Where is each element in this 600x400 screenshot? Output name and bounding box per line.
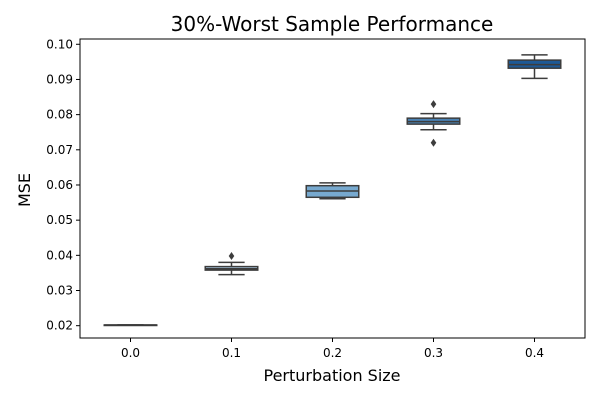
y-tick-label: 0.03 — [46, 284, 73, 298]
box-group-0.4 — [507, 54, 562, 80]
y-tick-label: 0.02 — [46, 319, 73, 333]
y-tick-label: 0.04 — [46, 248, 73, 262]
x-axis-ticks: 0.0 0.1 0.2 0.3 0.4 — [121, 338, 544, 360]
outlier-point — [430, 100, 437, 109]
box-group-0.3 — [406, 100, 461, 147]
box-group-0.0 — [103, 324, 158, 327]
x-tick-label: 0.0 — [121, 346, 140, 360]
x-tick-label: 0.1 — [222, 346, 241, 360]
plot-frame — [79, 38, 586, 339]
outlier-point — [228, 252, 235, 261]
y-tick-label: 0.07 — [46, 143, 73, 157]
chart-title: 30%-Worst Sample Performance — [171, 12, 494, 36]
x-axis-title: Perturbation Size — [263, 366, 400, 385]
y-axis-title: MSE — [15, 173, 34, 207]
y-tick-label: 0.09 — [46, 72, 73, 86]
box-group-0.2 — [305, 182, 360, 200]
boxes-layer — [103, 54, 562, 327]
x-tick-label: 0.4 — [525, 346, 544, 360]
y-tick-label: 0.08 — [46, 108, 73, 122]
x-tick-label: 0.3 — [424, 346, 443, 360]
outlier-point — [430, 138, 437, 147]
y-axis-ticks: 0.02 0.03 0.04 0.05 0.06 0.07 0.08 0.09 0.10 — [46, 37, 80, 333]
y-tick-label: 0.06 — [46, 178, 73, 192]
y-tick-label: 0.05 — [46, 213, 73, 227]
box-group-0.1 — [204, 252, 259, 276]
x-tick-label: 0.2 — [323, 346, 342, 360]
y-tick-label: 0.10 — [46, 37, 73, 51]
